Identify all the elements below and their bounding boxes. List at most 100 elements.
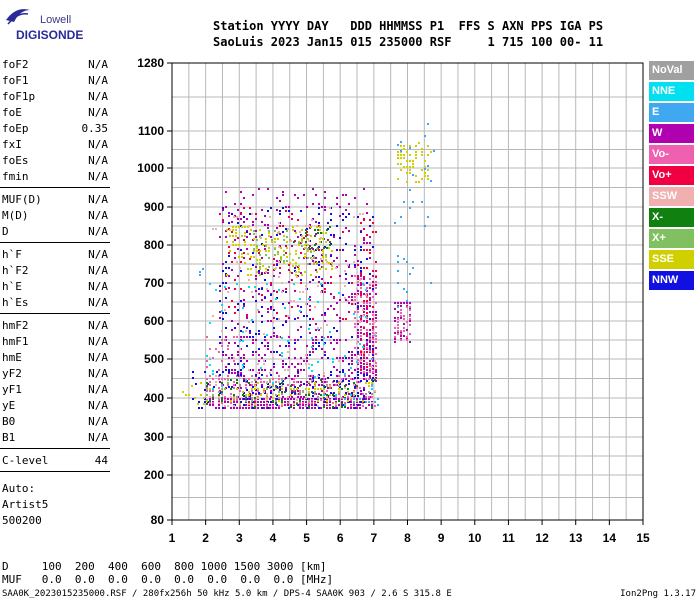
echo-point [314, 244, 316, 246]
echo-point [320, 399, 322, 401]
echo-point [403, 330, 405, 332]
echo-point [221, 400, 223, 402]
echo-point [323, 337, 325, 339]
echo-point [258, 311, 260, 313]
echo-point [209, 357, 211, 359]
echo-point [278, 222, 280, 224]
echo-point [344, 402, 346, 404]
echo-point [247, 253, 249, 255]
echo-point [261, 315, 263, 317]
echo-point [264, 339, 266, 341]
echo-point [369, 360, 371, 362]
echo-point [320, 258, 322, 260]
echo-point [366, 344, 368, 346]
echo-point [400, 216, 402, 218]
x-tick-label: 8 [404, 531, 411, 545]
echo-point [369, 350, 371, 352]
echo-point [203, 403, 205, 405]
echo-point [227, 405, 229, 407]
param-row: fmin N/A [0, 170, 110, 185]
echo-point [319, 268, 321, 270]
echo-point [261, 299, 263, 301]
echo-point [222, 270, 224, 272]
echo-point [357, 329, 359, 331]
echo-point [291, 390, 293, 392]
param-row: foEs N/A [0, 154, 110, 169]
echo-point [278, 394, 280, 396]
echo-point [360, 338, 362, 340]
echo-point [242, 394, 244, 396]
echo-point [259, 266, 261, 268]
echo-point [270, 308, 272, 310]
echo-point [233, 399, 235, 401]
echo-point [283, 254, 285, 256]
echo-point [318, 345, 320, 347]
param-row: foE N/A [0, 106, 110, 121]
echo-point [332, 406, 334, 408]
echo-point [301, 229, 303, 231]
echo-point [282, 207, 284, 209]
echo-point [243, 303, 245, 305]
echo-point [409, 145, 411, 147]
echo-point [299, 405, 301, 407]
echo-point [372, 341, 374, 343]
echo-point [218, 387, 220, 389]
echo-point [287, 369, 289, 371]
echo-point [327, 357, 329, 359]
echo-point [307, 244, 309, 246]
echo-point [261, 369, 263, 371]
echo-point [230, 393, 232, 395]
echo-point [353, 391, 355, 393]
echo-point [366, 347, 368, 349]
echo-point [321, 381, 323, 383]
echo-point [228, 363, 230, 365]
echo-point [251, 400, 253, 402]
echo-point [246, 345, 248, 347]
echo-point [238, 256, 240, 258]
echo-point [372, 311, 374, 313]
station-header: Station YYYY DAY DDD HHMMSS P1 FFS S AXN… [213, 18, 603, 50]
echo-point [369, 252, 371, 254]
echo-point [322, 238, 324, 240]
echo-point [335, 396, 337, 398]
echo-point [345, 339, 347, 341]
echo-point [308, 391, 310, 393]
echo-point [227, 384, 229, 386]
echo-point [412, 267, 414, 269]
echo-point [372, 332, 374, 334]
echo-point [258, 333, 260, 335]
echo-point [363, 219, 365, 221]
echo-point [288, 345, 290, 347]
echo-point [281, 282, 283, 284]
echo-point [362, 351, 364, 353]
echo-point [311, 337, 313, 339]
echo-point [397, 270, 399, 272]
echo-point [306, 345, 308, 347]
echo-point [225, 282, 227, 284]
echo-point [230, 379, 232, 381]
echo-point [344, 373, 346, 375]
echo-point [263, 391, 265, 393]
echo-point [342, 231, 344, 233]
echo-point [406, 306, 408, 308]
echo-point [314, 382, 316, 384]
logo-line-digisonde: DIGISONDE [16, 28, 84, 42]
echo-point [270, 306, 272, 308]
echo-point [424, 166, 426, 168]
echo-point [362, 213, 364, 215]
echo-point [231, 369, 233, 371]
echo-point [293, 283, 295, 285]
echo-point [238, 244, 240, 246]
echo-point [243, 404, 245, 406]
echo-point [243, 336, 245, 338]
echo-point [333, 398, 335, 400]
echo-point [366, 351, 368, 353]
echo-point [258, 360, 260, 362]
echo-point [218, 396, 220, 398]
param-name: C-level [2, 454, 49, 467]
param-row: yE N/A [0, 399, 110, 414]
echo-point [363, 305, 365, 307]
echo-point [304, 271, 306, 273]
echo-point [265, 268, 267, 270]
echo-point [315, 221, 317, 223]
